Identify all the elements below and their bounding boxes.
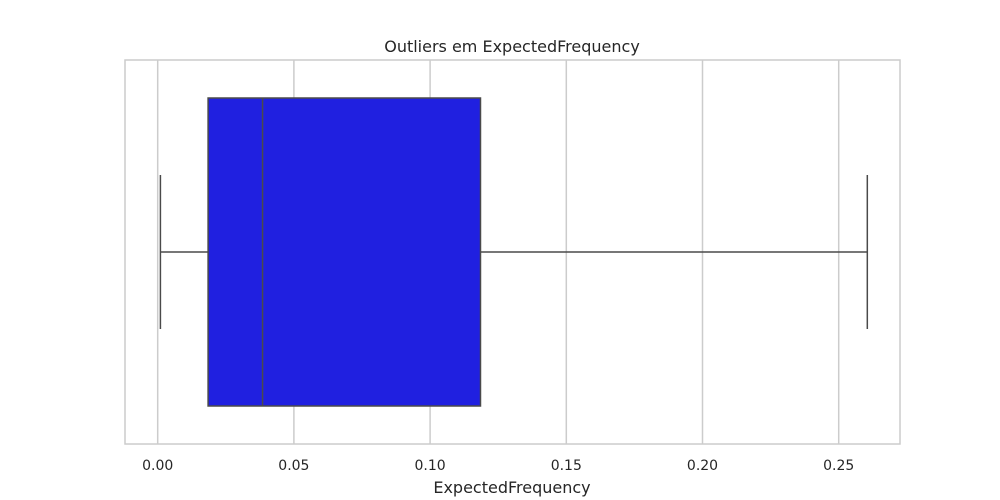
iqr-box xyxy=(207,97,482,407)
x-axis-label: ExpectedFrequency xyxy=(433,478,590,497)
chart-title: Outliers em ExpectedFrequency xyxy=(384,37,640,56)
x-tick-label-4: 0.20 xyxy=(687,458,718,474)
x-tick-label-3: 0.15 xyxy=(551,458,582,474)
x-tick-label-0: 0.00 xyxy=(142,458,173,474)
x-tick-label-2: 0.10 xyxy=(415,458,446,474)
box-group xyxy=(159,97,869,407)
plot-frame xyxy=(124,59,901,445)
x-axis-ticks: 0.00 0.05 0.10 0.15 0.20 0.25 xyxy=(142,458,854,474)
x-tick-label-5: 0.25 xyxy=(823,458,854,474)
x-tick-label-1: 0.05 xyxy=(278,458,309,474)
